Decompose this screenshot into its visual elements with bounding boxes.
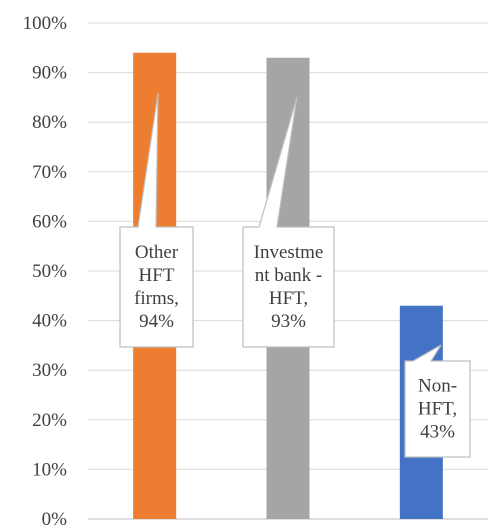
callout-2: Non-HFT,43% bbox=[404, 344, 471, 458]
data-label-line: Investme bbox=[254, 242, 324, 263]
y-tick-label: 10% bbox=[32, 459, 67, 480]
data-label-line: 93% bbox=[271, 311, 306, 332]
data-label-line: HFT, bbox=[418, 399, 457, 420]
y-tick-label: 80% bbox=[32, 112, 67, 133]
y-tick-label: 50% bbox=[32, 261, 67, 282]
data-label-line: HFT, bbox=[269, 288, 308, 309]
callout-box bbox=[404, 344, 471, 458]
y-tick-label: 70% bbox=[32, 162, 67, 183]
y-axis-tick-labels: 0% 10% 20% 30% 40% 50% 60% 70% 80% 90% 100% bbox=[23, 13, 68, 528]
y-tick-label: 30% bbox=[32, 360, 67, 381]
y-tick-label: 20% bbox=[32, 410, 67, 431]
y-tick-label: 90% bbox=[32, 63, 67, 84]
data-label-line: firms, bbox=[134, 288, 179, 309]
data-label-line: HFT bbox=[139, 265, 175, 286]
y-tick-label: 40% bbox=[32, 311, 67, 332]
data-label-line: nt bank - bbox=[255, 265, 323, 286]
callout-box bbox=[242, 96, 335, 348]
y-tick-label: 60% bbox=[32, 211, 67, 232]
data-label-line: Non- bbox=[418, 376, 457, 397]
y-tick-label: 100% bbox=[23, 13, 68, 34]
y-tick-label: 0% bbox=[42, 509, 68, 528]
data-label-line: 43% bbox=[420, 422, 455, 443]
data-label-line: Other bbox=[135, 242, 179, 263]
data-label-line: 94% bbox=[139, 311, 174, 332]
callout-box bbox=[119, 92, 194, 348]
